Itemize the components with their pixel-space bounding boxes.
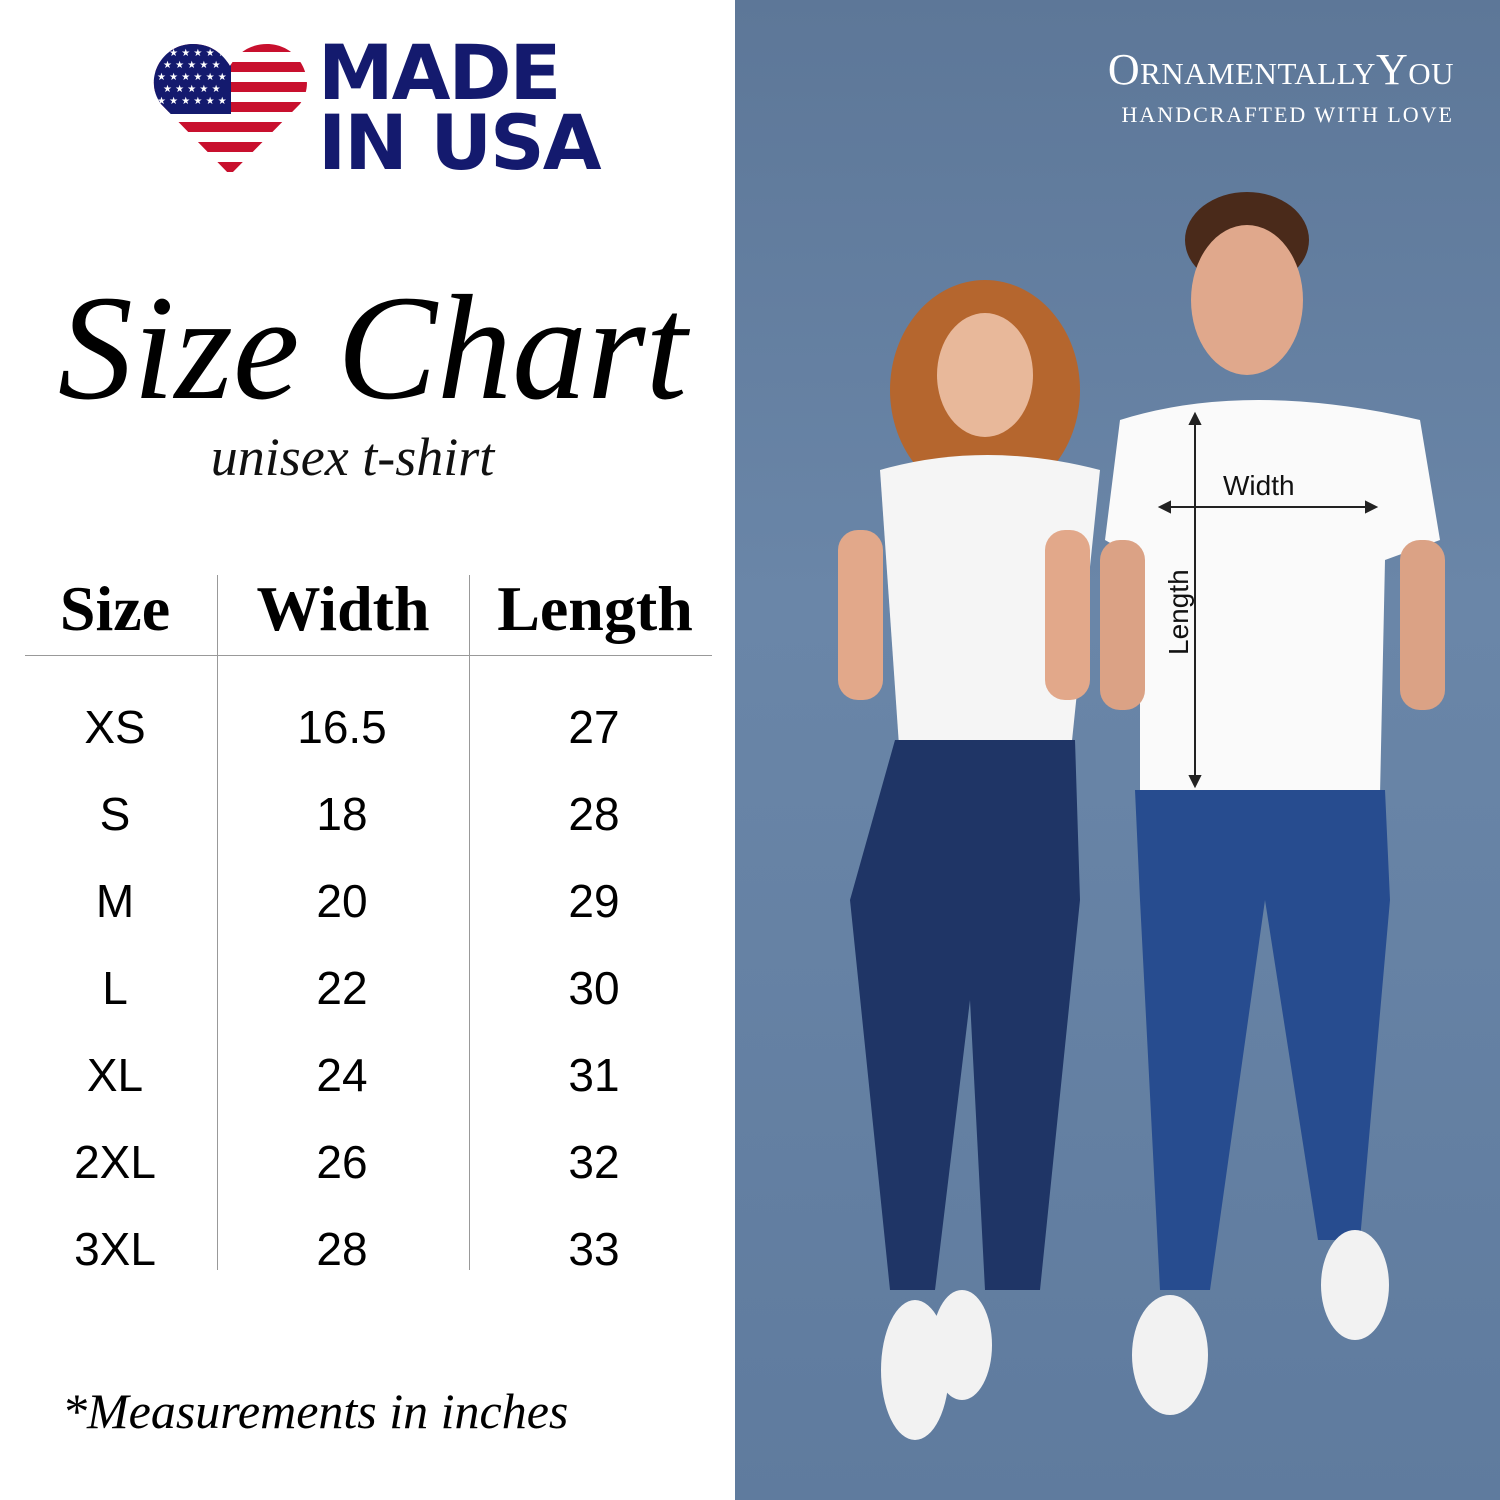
length-cell: 29 [568,875,620,927]
badge-line2: IN USA [318,98,602,187]
svg-text:★ ★ ★ ★ ★ ★: ★ ★ ★ ★ ★ ★ [157,96,227,107]
length-cell: 30 [568,962,620,1014]
brand-tagline: HANDCRAFTED WITH LOVE [1121,102,1454,127]
size-cell: 2XL [74,1136,156,1188]
page-title: Size Chart [57,265,688,431]
usa-flag-heart-icon: ★ ★ ★ ★ ★ ★★ ★ ★ ★ ★ ★ ★ ★ ★ ★ ★★ ★ ★ ★ … [153,44,307,175]
made-in-usa-logo: MADE IN USA [318,28,602,187]
width-cell: 16.5 [297,701,387,753]
width-cell: 18 [316,788,368,840]
size-cell: S [99,788,131,840]
column-divider [217,575,218,1270]
size-cell: M [95,875,135,927]
width-cell: 28 [316,1223,368,1275]
width-cell: 20 [316,875,368,927]
header-size: Size [59,573,171,644]
svg-text:★ ★ ★ ★ ★ ★: ★ ★ ★ ★ ★ ★ [157,48,227,59]
length-cell: 32 [568,1136,620,1188]
width-cell: 22 [316,962,368,1014]
page-subtitle: unisex t-shirt [210,427,495,487]
brand-logo: OrnamentallyYou [1107,45,1454,94]
size-cell: L [102,962,128,1014]
length-measure-label: Length [1163,569,1194,655]
svg-text:★ ★ ★ ★ ★ ★: ★ ★ ★ ★ ★ ★ [157,72,227,83]
length-cell: 33 [568,1223,620,1275]
size-cell: 3XL [74,1223,156,1275]
model-photo-panel: OrnamentallyYou HANDCRAFTED WITH LOVE Wi… [735,0,1500,1500]
width-cell: 24 [316,1049,368,1101]
size-cell: XS [84,701,146,753]
header-width: Width [256,573,430,644]
svg-text:★ ★ ★ ★ ★: ★ ★ ★ ★ ★ [163,84,221,95]
models-illustration [838,192,1445,1440]
length-cell: 28 [568,788,620,840]
length-cell: 31 [568,1049,620,1101]
length-cell: 27 [568,701,620,753]
width-cell: 26 [316,1136,368,1188]
column-divider [469,575,470,1270]
svg-text:★ ★ ★ ★ ★: ★ ★ ★ ★ ★ [163,60,221,71]
badge-line1: MADE [318,28,561,117]
footnote: *Measurements in inches [62,1383,569,1439]
size-cell: XL [86,1049,144,1101]
header-divider [25,655,712,656]
header-length: Length [497,573,693,644]
size-chart-panel: ★ ★ ★ ★ ★ ★ ★ ★ ★ ★ ★ ★ ★ ★ ★ ★ ★ ★ ★ ★ ★ … [0,0,735,1500]
width-measure-label: Width [1223,470,1295,501]
